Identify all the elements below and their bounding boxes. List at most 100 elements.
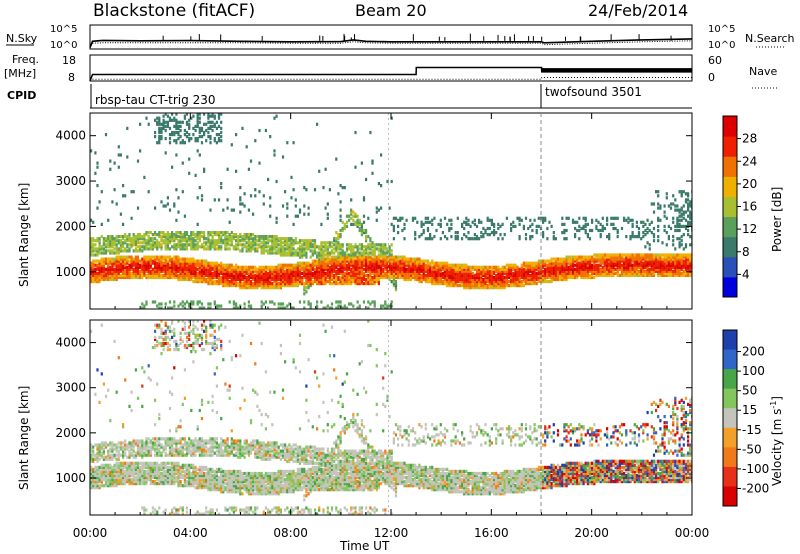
power-cell bbox=[211, 261, 214, 265]
power-cell bbox=[582, 257, 585, 261]
power-cell bbox=[687, 253, 690, 257]
power-cell bbox=[143, 241, 146, 245]
power-cell bbox=[330, 255, 334, 259]
power-cell bbox=[448, 267, 451, 271]
power-cell bbox=[657, 255, 660, 259]
power-cell bbox=[341, 275, 344, 280]
power-cell bbox=[179, 237, 182, 241]
power-cell bbox=[298, 261, 302, 265]
power-cell bbox=[465, 271, 468, 275]
power-cell bbox=[269, 267, 272, 271]
power-cell bbox=[674, 228, 677, 233]
power-cell bbox=[392, 224, 395, 228]
power-cell bbox=[612, 216, 615, 220]
power-cell bbox=[433, 267, 436, 271]
power-cell bbox=[682, 216, 685, 220]
power-cell bbox=[156, 233, 159, 237]
power-cell bbox=[360, 271, 363, 275]
power-cell bbox=[273, 245, 276, 249]
power-cell bbox=[252, 237, 255, 241]
power-cell bbox=[433, 277, 436, 282]
power-cell bbox=[512, 220, 515, 224]
power-cell bbox=[648, 247, 651, 251]
power-cell bbox=[220, 267, 223, 271]
power-cell bbox=[330, 273, 334, 277]
power-cell bbox=[567, 257, 570, 261]
power-cell bbox=[104, 237, 108, 241]
power-cell bbox=[390, 255, 393, 259]
power-cell bbox=[222, 269, 225, 273]
power-cell bbox=[516, 265, 519, 269]
power-cell bbox=[390, 259, 393, 263]
power-cell bbox=[192, 263, 195, 267]
power-cell bbox=[461, 273, 464, 277]
power-cell bbox=[439, 218, 442, 222]
power-cell bbox=[392, 277, 395, 282]
power-cell bbox=[448, 277, 451, 282]
power-cell bbox=[217, 198, 221, 202]
power-cell bbox=[635, 273, 638, 277]
power-cell bbox=[215, 306, 218, 309]
power-cell bbox=[147, 239, 150, 243]
power-cell bbox=[281, 282, 285, 286]
power-cell bbox=[601, 226, 604, 231]
power-cell bbox=[420, 220, 423, 224]
power-cell bbox=[584, 259, 587, 263]
power-cell bbox=[350, 249, 353, 253]
power-cell bbox=[556, 257, 560, 261]
power-cell bbox=[467, 282, 470, 286]
power-cell bbox=[373, 249, 376, 253]
power-cell bbox=[418, 261, 421, 265]
power-cell bbox=[158, 257, 161, 261]
power-cell bbox=[318, 247, 321, 251]
power-cell bbox=[188, 157, 191, 161]
power-cell bbox=[510, 277, 513, 282]
power-cell bbox=[228, 280, 231, 284]
power-cell bbox=[239, 265, 242, 269]
power-cell bbox=[190, 245, 193, 249]
power-cell bbox=[563, 222, 566, 226]
power-cell bbox=[510, 275, 513, 280]
power-cell bbox=[563, 237, 566, 241]
power-cell bbox=[603, 253, 606, 257]
power-cell bbox=[397, 231, 400, 235]
power-cell bbox=[384, 265, 387, 269]
power-cell bbox=[115, 249, 118, 253]
power-cell bbox=[275, 282, 278, 286]
power-cell bbox=[642, 265, 645, 269]
power-cell bbox=[339, 280, 342, 284]
power-cell bbox=[608, 237, 611, 241]
power-cell bbox=[471, 286, 474, 290]
power-cell bbox=[113, 239, 116, 243]
power-cell bbox=[213, 243, 216, 247]
power-cell bbox=[687, 192, 690, 196]
power-cell bbox=[454, 263, 457, 267]
power-cell bbox=[156, 304, 159, 308]
power-cell bbox=[264, 275, 267, 280]
power-cell bbox=[665, 267, 668, 271]
power-cell bbox=[650, 231, 653, 235]
power-cell bbox=[220, 135, 223, 139]
power-cell bbox=[454, 265, 457, 269]
power-cell bbox=[252, 282, 255, 286]
power-cell bbox=[258, 271, 261, 275]
power-cell bbox=[576, 275, 579, 280]
power-cell bbox=[352, 304, 355, 308]
power-cell bbox=[151, 273, 154, 277]
power-cell bbox=[377, 208, 380, 212]
power-cell bbox=[394, 275, 398, 280]
power-cell bbox=[524, 280, 528, 284]
power-cell bbox=[168, 247, 172, 251]
power-cell bbox=[578, 271, 581, 275]
power-cell bbox=[243, 243, 246, 247]
power-cell bbox=[486, 284, 489, 288]
power-cell bbox=[443, 263, 447, 267]
power-cell bbox=[192, 243, 195, 247]
power-cell bbox=[316, 269, 319, 273]
power-cell bbox=[586, 267, 589, 271]
power-cell bbox=[228, 300, 231, 304]
power-cell bbox=[328, 188, 331, 192]
power-cell bbox=[365, 228, 368, 233]
power-cell bbox=[275, 284, 278, 288]
power-cell bbox=[687, 206, 690, 210]
